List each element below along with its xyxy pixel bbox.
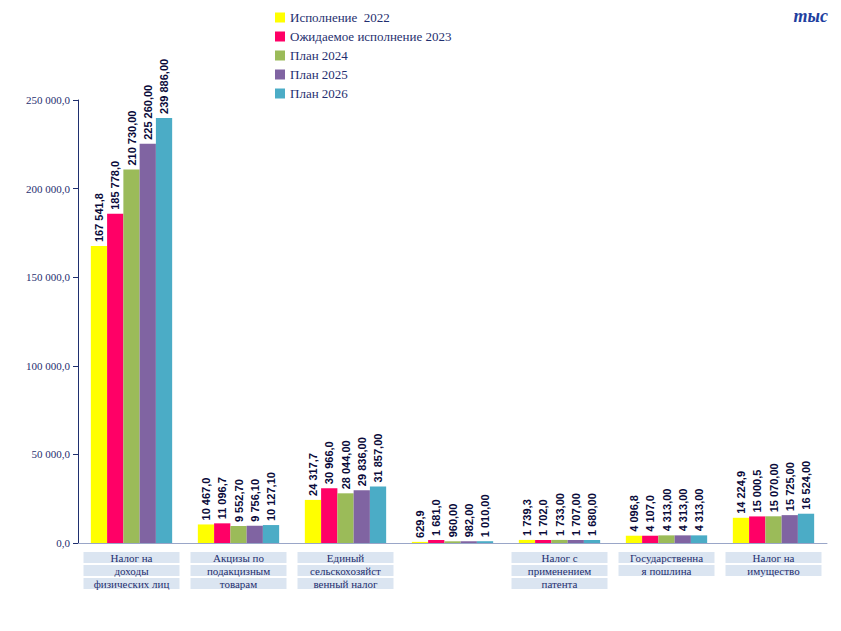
svg-text:4 107,0: 4 107,0: [644, 495, 656, 532]
svg-text:225 260,00: 225 260,00: [142, 85, 154, 140]
svg-text:1 010,00: 1 010,00: [479, 494, 491, 537]
svg-text:150 000,0: 150 000,0: [26, 271, 71, 283]
svg-text:Налог на: Налог на: [111, 552, 153, 564]
svg-text:План 2024: План 2024: [290, 48, 348, 63]
svg-text:патента: патента: [542, 578, 578, 590]
svg-text:960,00: 960,00: [447, 504, 459, 538]
svg-text:239 886,00: 239 886,00: [158, 59, 170, 114]
svg-text:венный налог: венный налог: [313, 578, 378, 590]
svg-text:1 739,3: 1 739,3: [521, 499, 533, 536]
svg-text:подакцизным: подакцизным: [207, 565, 270, 577]
svg-text:24 317,7: 24 317,7: [307, 453, 319, 496]
svg-text:Единый: Единый: [327, 552, 364, 564]
svg-text:Исполнение 2022: Исполнение 2022: [290, 10, 390, 25]
svg-text:14 224,9: 14 224,9: [735, 471, 747, 514]
svg-text:1 681,0: 1 681,0: [430, 499, 442, 536]
svg-text:я пошлина: я пошлина: [642, 565, 692, 577]
svg-text:сельскохозяйст: сельскохозяйст: [310, 565, 381, 577]
svg-text:31 857,00: 31 857,00: [372, 434, 384, 483]
svg-text:План 2025: План 2025: [290, 67, 348, 82]
svg-text:План 2026: План 2026: [290, 86, 348, 101]
svg-text:0,0: 0,0: [56, 537, 70, 549]
svg-text:210 730,00: 210 730,00: [126, 111, 138, 166]
svg-text:200 000,0: 200 000,0: [26, 183, 71, 195]
svg-text:11 096,7: 11 096,7: [216, 477, 228, 519]
svg-text:10 127,10: 10 127,10: [265, 472, 277, 521]
svg-text:250 000,0: 250 000,0: [26, 94, 71, 106]
svg-text:9 756,10: 9 756,10: [249, 479, 261, 522]
svg-text:1 733,00: 1 733,00: [554, 493, 566, 536]
svg-text:Акцизы по: Акцизы по: [213, 552, 264, 564]
svg-text:1 702,0: 1 702,0: [537, 499, 549, 536]
svg-text:Налог с: Налог с: [541, 552, 577, 564]
svg-text:Налог на: Налог на: [753, 552, 795, 564]
svg-text:4 313,00: 4 313,00: [677, 489, 689, 532]
svg-text:4 313,00: 4 313,00: [693, 489, 705, 532]
svg-text:50 000,0: 50 000,0: [32, 448, 71, 460]
svg-text:применением: применением: [528, 565, 592, 577]
svg-text:629,9: 629,9: [414, 510, 426, 538]
svg-text:4 313,00: 4 313,00: [661, 489, 673, 532]
svg-text:16 524,00: 16 524,00: [800, 461, 812, 510]
svg-text:28 044,00: 28 044,00: [340, 440, 352, 489]
svg-text:Государственна: Государственна: [630, 552, 703, 564]
svg-text:167 541,8: 167 541,8: [93, 193, 105, 242]
svg-text:физических лиц: физических лиц: [94, 578, 170, 590]
svg-text:185 778,0: 185 778,0: [109, 161, 121, 210]
svg-text:982,00: 982,00: [463, 504, 475, 538]
svg-text:тыс: тыс: [794, 6, 828, 26]
svg-text:15 000,5: 15 000,5: [751, 470, 763, 513]
svg-text:30 966,0: 30 966,0: [323, 441, 335, 484]
svg-text:4 096,8: 4 096,8: [628, 495, 640, 532]
svg-text:29 836,00: 29 836,00: [356, 437, 368, 486]
svg-text:1 707,00: 1 707,00: [570, 493, 582, 536]
svg-text:товарам: товарам: [220, 578, 257, 590]
svg-text:100 000,0: 100 000,0: [26, 360, 71, 372]
svg-text:15 070,00: 15 070,00: [768, 463, 780, 512]
svg-text:1 680,00: 1 680,00: [586, 493, 598, 536]
svg-text:имущество: имущество: [747, 565, 800, 577]
svg-text:9 552,70: 9 552,70: [233, 479, 245, 522]
svg-text:10 467,0: 10 467,0: [200, 478, 212, 521]
svg-text:Ожидаемое исполнение 2023: Ожидаемое исполнение 2023: [290, 29, 452, 44]
svg-text:15 725,00: 15 725,00: [784, 462, 796, 511]
svg-text:доходы: доходы: [114, 565, 149, 577]
